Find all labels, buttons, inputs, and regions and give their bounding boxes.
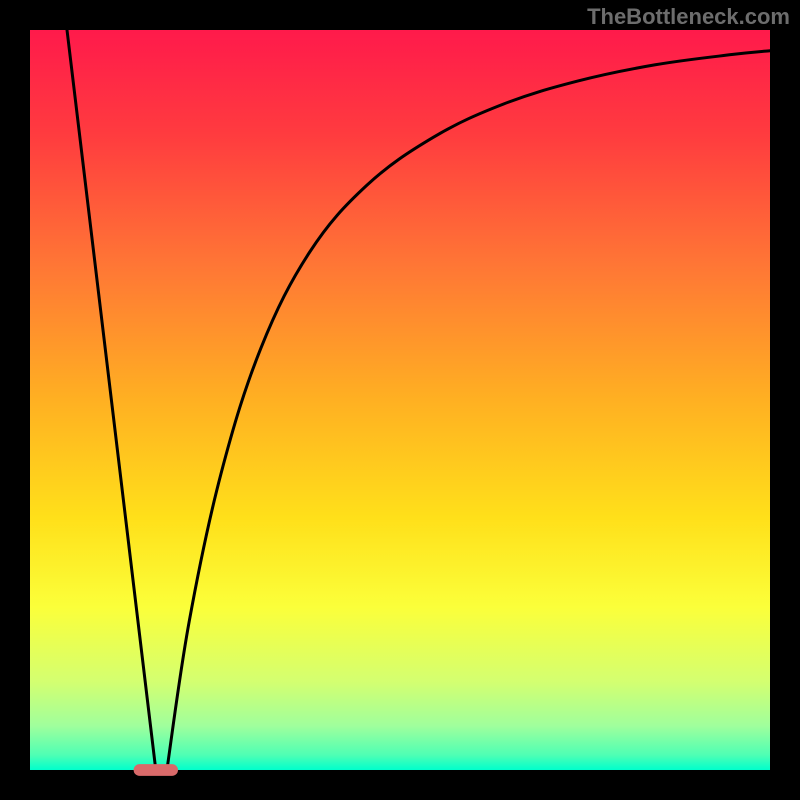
- chart-plot: [0, 0, 800, 800]
- chart-container: TheBottleneck.com: [0, 0, 800, 800]
- watermark-text: TheBottleneck.com: [587, 4, 790, 30]
- bottleneck-marker: [134, 764, 178, 776]
